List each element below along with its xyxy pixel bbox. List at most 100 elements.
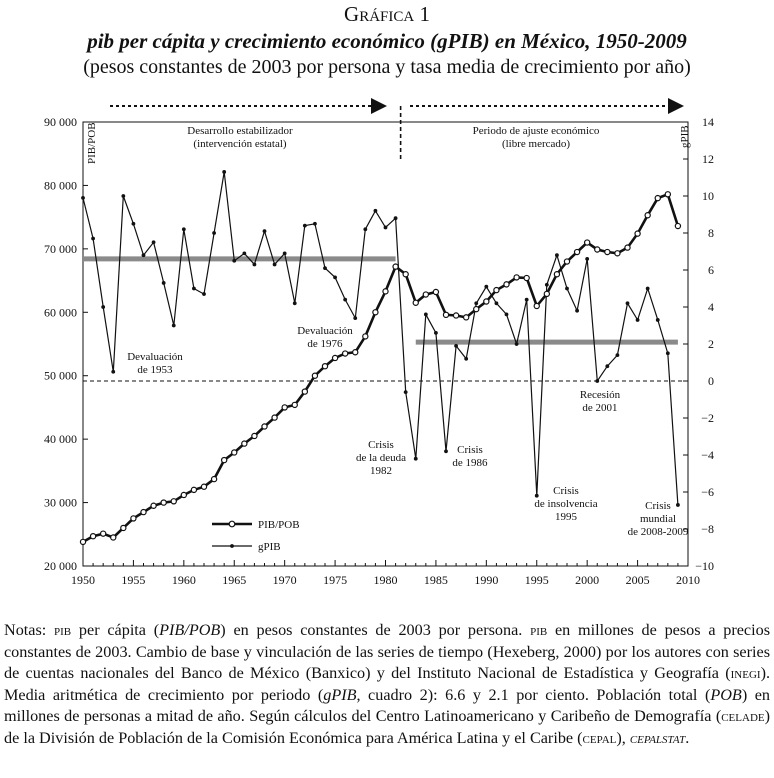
notes-text: ), <box>616 728 630 747</box>
gpib-point <box>262 229 267 234</box>
pib-pob-point <box>271 414 278 421</box>
notes-text: , cuadro 2): 6.6 y 2.1 por ciento. Pobla… <box>356 685 711 704</box>
gpib-point <box>575 308 579 313</box>
annotation-crisis-mundial: de 2008-2009 <box>628 526 689 538</box>
gpib-point <box>444 449 448 454</box>
pib-pob-point <box>130 515 137 522</box>
y-left-axis-label: PIB/POB <box>86 122 98 164</box>
annotation-recesion-2001: Recesión <box>580 389 621 401</box>
pib-pob-point <box>452 312 460 319</box>
gpib-point <box>413 456 418 461</box>
pib-pob-point <box>664 191 672 198</box>
y-right-tick-label: 8 <box>708 226 714 240</box>
pib-pob-point <box>513 274 520 281</box>
pib-pob-point <box>251 432 258 440</box>
gpib-point <box>595 379 600 383</box>
gpib-point <box>555 253 559 258</box>
gpib-point <box>131 221 136 226</box>
annotation-crisis-mundial: mundial <box>640 513 676 525</box>
annotation-crisis-deuda: de la deuda <box>356 452 406 464</box>
pib-pob-point <box>120 524 127 532</box>
notes-italic: PIB <box>159 621 185 639</box>
pib-pob-point <box>483 298 490 305</box>
pib-pob-point <box>231 449 238 456</box>
gpib-point <box>282 251 287 256</box>
pib-pob-point <box>352 349 359 356</box>
gpib-point <box>605 364 610 369</box>
notes-abbr: celade <box>721 707 765 725</box>
annotation-crisis-mundial: Crisis <box>645 500 671 512</box>
annotation-devaluacion-1976: Devaluación <box>297 325 353 337</box>
notes-abbr: cepal <box>582 728 617 747</box>
period-1-sublabel: (intervención estatal) <box>193 138 286 150</box>
gpib-point <box>635 318 640 322</box>
pib-pob-point <box>382 288 389 295</box>
notes-text: ) en millones de personas a mitad de año… <box>4 685 770 726</box>
gpib-point <box>222 170 227 174</box>
y-right-axis-label: gPIB <box>679 125 691 148</box>
notes-italic: POB <box>188 621 221 639</box>
pib-pob-point <box>563 258 571 265</box>
pib-pob-point <box>674 222 682 230</box>
gpib-point <box>353 316 358 320</box>
notes-text: en millones de pesos a precios constante… <box>4 621 771 682</box>
gpib-point <box>121 194 126 198</box>
pib-pob-point <box>533 302 540 310</box>
gpib-point <box>292 301 297 306</box>
chart-subtitle: (pesos constantes de 2003 por persona y … <box>83 56 691 78</box>
pib-pob-point <box>553 271 561 278</box>
gpib-point <box>655 318 660 322</box>
pib-pob-point <box>341 350 349 357</box>
pib-pob-point <box>261 423 268 430</box>
gpib-point <box>272 262 277 267</box>
notes-italic: / <box>184 621 189 639</box>
pib-pob-point <box>291 401 298 409</box>
gpib-point <box>544 282 549 287</box>
pib-pob-point <box>331 354 339 362</box>
x-tick-label: 2005 <box>626 573 650 587</box>
pib-pob-point <box>624 244 631 251</box>
pib-pob-point <box>462 314 470 321</box>
gpib-point <box>313 221 317 226</box>
pib-pob-point <box>432 288 440 296</box>
pib-pob-point <box>140 508 147 516</box>
gpib-point <box>242 251 247 256</box>
chart: 20 000 30 000 40 000 50 000 60 000 70 000 80 0… <box>44 98 714 587</box>
gpib-point <box>665 351 670 356</box>
gpib-point <box>161 281 166 285</box>
x-tick-label: 1960 <box>172 573 196 587</box>
notes-italic: gPIB <box>323 685 357 704</box>
annotation-crisis-1986: de 1986 <box>452 457 488 469</box>
gpib-line <box>82 171 679 505</box>
notes-text: . <box>685 728 690 747</box>
x-tick-label: 1955 <box>121 573 145 587</box>
pib-pob-point <box>160 499 167 506</box>
y-right-tick-label: 10 <box>702 189 714 203</box>
period-2-label: Periodo de ajuste económico <box>473 125 600 137</box>
pib-pob-point <box>311 372 319 379</box>
gpib-point <box>524 297 529 302</box>
pib-pob-point <box>190 486 198 494</box>
x-tick-label: 2010 <box>676 573 700 587</box>
y-right-tick-label: −10 <box>695 559 714 573</box>
pib-pob-point <box>402 271 409 278</box>
pib-pob-point <box>210 475 218 483</box>
pib-pob-point <box>321 363 329 370</box>
x-tick-label: 1950 <box>71 573 95 587</box>
notes-italic: POB <box>710 685 742 704</box>
gpib-point <box>373 208 378 213</box>
period-2-sublabel: (libre mercado) <box>502 138 570 150</box>
figure-number: Gráfica 1 <box>344 2 430 26</box>
gpib-point <box>393 216 398 221</box>
y-right-tick-label: 2 <box>708 337 714 351</box>
gpib-point <box>484 284 489 289</box>
pib-pob-point <box>594 246 601 253</box>
gpib-point <box>111 369 116 374</box>
pib-pob-point <box>170 498 177 505</box>
y-right-tick-label: −8 <box>701 522 714 536</box>
pib-pob-point <box>110 534 117 541</box>
pib-pob-point <box>654 194 661 202</box>
y-right-tick-label: −2 <box>701 411 714 425</box>
gpib-point <box>323 266 327 271</box>
x-tick-label: 1970 <box>273 573 297 587</box>
